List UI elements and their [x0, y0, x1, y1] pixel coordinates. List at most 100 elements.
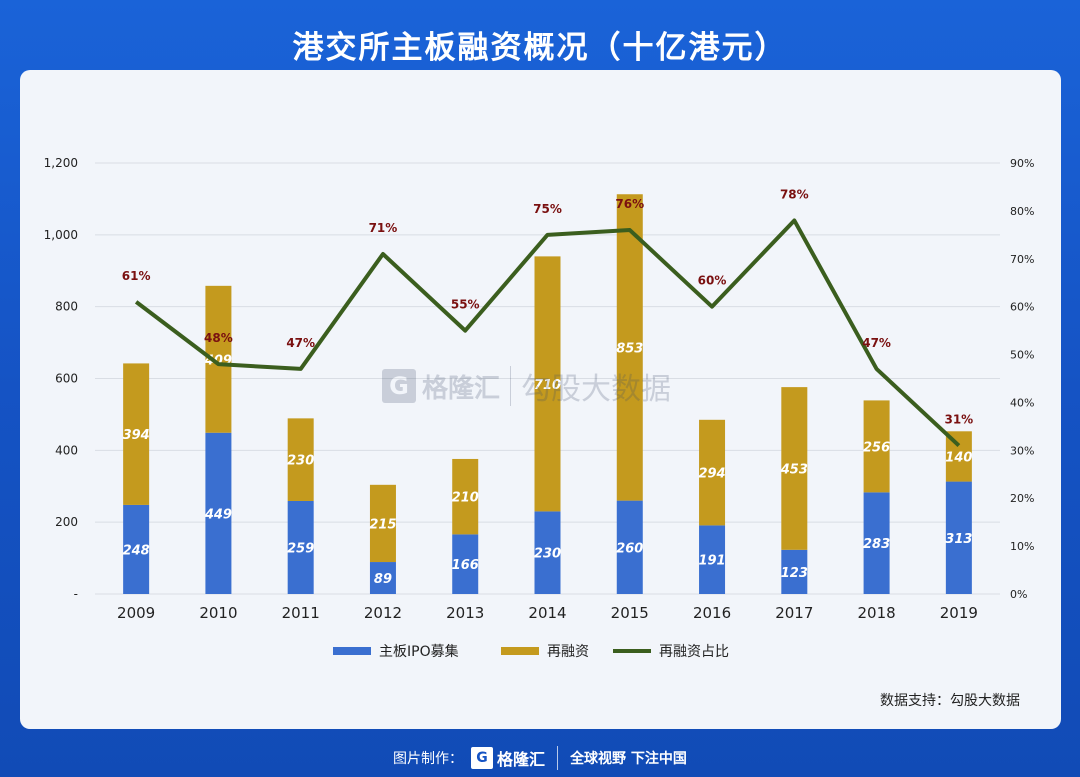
- bar-ipo-label: 259: [287, 541, 314, 556]
- bar-ipo-label: 313: [945, 532, 972, 547]
- bar-ipo: [123, 504, 150, 594]
- bar-refinancing-label: 394: [123, 428, 150, 443]
- x-tick-label: 2018: [857, 604, 895, 622]
- bar-ipo: [534, 511, 561, 594]
- ratio-data-label: 31%: [944, 413, 973, 427]
- bar-refinancing: [123, 363, 150, 505]
- chart-title: 港交所主板融资概况（十亿港元）: [292, 30, 788, 66]
- bar-ipo: [699, 525, 726, 594]
- y-left-tick-label: -: [74, 587, 78, 601]
- ratio-data-label: 71%: [369, 221, 398, 235]
- footer-brand: 格隆汇: [497, 750, 546, 769]
- bar-refinancing-label: 256: [863, 440, 890, 455]
- bar-refinancing: [781, 387, 808, 550]
- y-right-tick-label: 0%: [1010, 588, 1027, 601]
- bar-ipo-label: 89: [374, 572, 392, 587]
- ratio-data-label: 60%: [698, 274, 727, 288]
- y-right-tick-label: 50%: [1010, 349, 1034, 362]
- x-tick-label: 2017: [775, 604, 813, 622]
- y-right-tick-label: 10%: [1010, 540, 1034, 553]
- y-right-tick-label: 60%: [1010, 301, 1034, 314]
- bar-refinancing-label: 853: [616, 341, 643, 356]
- y-left-tick-label: 400: [55, 443, 78, 457]
- bar-ipo: [781, 549, 808, 594]
- bar-refinancing-label: 710: [534, 378, 561, 393]
- legend-label: 再融资: [547, 644, 589, 660]
- bar-ipo: [616, 500, 643, 594]
- y-right-tick-label: 80%: [1010, 205, 1034, 218]
- ratio-data-label: 75%: [533, 202, 562, 216]
- bar-ipo-label: 230: [534, 547, 561, 562]
- bar-refinancing-label: 215: [369, 517, 396, 532]
- bar-refinancing: [369, 484, 396, 563]
- bar-refinancing: [534, 256, 561, 512]
- watermark-divider: [510, 366, 512, 406]
- bar-refinancing: [863, 400, 890, 493]
- y-left-tick-label: 1,000: [44, 228, 78, 242]
- bar-ipo: [452, 534, 479, 594]
- y-right-tick-label: 20%: [1010, 492, 1034, 505]
- footer-label: 图片制作：: [393, 751, 464, 767]
- y-left-tick-label: 600: [55, 372, 78, 386]
- x-tick-label: 2011: [282, 604, 320, 622]
- y-right-tick-label: 70%: [1010, 253, 1034, 266]
- bar-ipo: [369, 562, 396, 594]
- bar-ipo-label: 283: [863, 537, 890, 552]
- y-right-tick-label: 30%: [1010, 444, 1034, 457]
- y-left-tick-label: 200: [55, 515, 78, 529]
- bar-ipo-label: 248: [123, 543, 150, 558]
- bar-refinancing-label: 230: [287, 454, 314, 469]
- footer-slogan: 全球视野 下注中国: [570, 751, 687, 767]
- ratio-data-label: 61%: [122, 269, 151, 283]
- bar-ipo-label: 166: [452, 558, 479, 573]
- x-tick-label: 2012: [364, 604, 402, 622]
- bar-ipo-label: 260: [616, 541, 643, 556]
- footer-divider: [557, 746, 559, 770]
- y-right-tick-label: 90%: [1010, 157, 1034, 170]
- legend-swatch: [333, 647, 371, 655]
- bar-refinancing-label: 140: [945, 450, 972, 465]
- legend-label: 再融资占比: [659, 644, 729, 660]
- bar-ipo: [863, 492, 890, 594]
- x-tick-label: 2010: [199, 604, 237, 622]
- x-tick-label: 2019: [940, 604, 978, 622]
- bar-refinancing: [699, 419, 726, 526]
- y-left-tick-label: 1,200: [44, 156, 78, 170]
- bar-refinancing-label: 294: [698, 467, 725, 482]
- ratio-data-label: 47%: [862, 336, 891, 350]
- footer-logo-icon: G: [471, 747, 494, 769]
- ratio-data-label: 48%: [204, 331, 233, 345]
- bar-ipo: [287, 500, 314, 594]
- legend-swatch: [501, 647, 539, 655]
- x-tick-label: 2015: [611, 604, 649, 622]
- y-right-tick-label: 40%: [1010, 396, 1034, 409]
- bar-refinancing: [616, 194, 643, 501]
- x-tick-label: 2016: [693, 604, 731, 622]
- bar-ipo: [205, 432, 232, 594]
- watermark: G 格隆汇 勾股大数据: [382, 364, 671, 408]
- watermark-brand: 格隆汇: [422, 373, 501, 404]
- bar-refinancing-label: 210: [452, 491, 479, 506]
- data-source: 数据支持：勾股大数据: [880, 693, 1020, 709]
- y-left-tick-label: 800: [55, 300, 78, 314]
- ratio-data-label: 47%: [286, 336, 315, 350]
- x-tick-label: 2009: [117, 604, 155, 622]
- legend-label: 主板IPO募集: [379, 643, 459, 660]
- ratio-data-label: 76%: [615, 197, 644, 211]
- bar-ipo-label: 449: [204, 507, 232, 522]
- bar-refinancing: [452, 458, 479, 535]
- watermark-logo-icon: G: [382, 369, 416, 403]
- bar-refinancing-label: 453: [780, 462, 808, 477]
- x-tick-label: 2014: [528, 604, 566, 622]
- ratio-data-label: 55%: [451, 298, 480, 312]
- bar-ipo: [945, 481, 972, 594]
- watermark-text: 勾股大数据: [521, 372, 672, 407]
- refinancing-ratio-line: [134, 218, 961, 448]
- footer: 图片制作： G 格隆汇 全球视野 下注中国: [0, 739, 1080, 777]
- bar-ipo-label: 123: [781, 566, 808, 581]
- ratio-data-label: 78%: [780, 187, 809, 201]
- bar-refinancing: [287, 418, 314, 501]
- x-tick-label: 2013: [446, 604, 484, 622]
- bar-ipo-label: 191: [698, 554, 725, 569]
